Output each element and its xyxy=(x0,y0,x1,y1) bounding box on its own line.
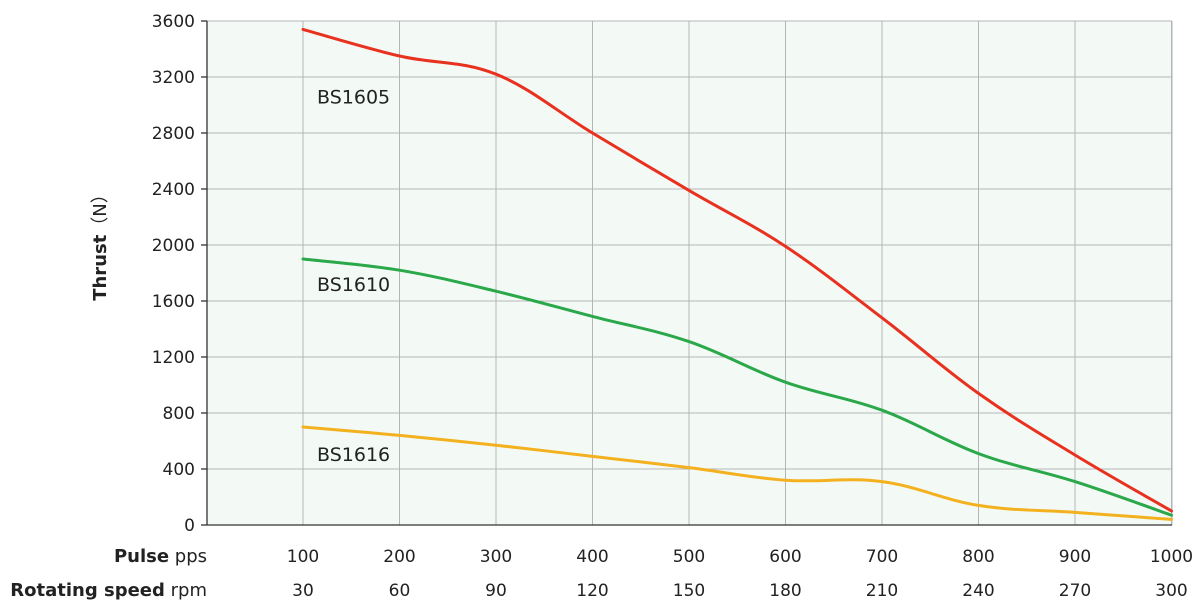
series-label-bs1616: BS1616 xyxy=(317,444,390,466)
pulse-tick-label: 300 xyxy=(480,547,512,567)
pulse-row-title: Pulse pps xyxy=(114,546,207,567)
y-tick-label: 1200 xyxy=(152,348,195,368)
rpm-tick-label: 90 xyxy=(485,581,507,601)
y-tick-label: 3600 xyxy=(152,12,195,32)
rpm-tick-label: 180 xyxy=(769,581,801,601)
rpm-row-title-unit: rpm xyxy=(165,580,207,601)
series-line-bs1616 xyxy=(301,425,1173,521)
series-labels: BS1605 BS1610 BS1616 xyxy=(317,86,390,466)
axes xyxy=(201,20,1172,526)
y-tick-label: 2800 xyxy=(152,124,195,144)
pulse-tick-label: 200 xyxy=(383,547,415,567)
rpm-tick-label: 30 xyxy=(292,581,314,601)
y-tick-label: 800 xyxy=(163,404,195,424)
pulse-tick-label: 500 xyxy=(673,547,705,567)
pulse-tick-label: 100 xyxy=(287,547,319,567)
y-tick-label: 400 xyxy=(163,460,195,480)
rpm-row-title-bold: Rotating speed xyxy=(10,580,165,601)
pulse-tick-label: 600 xyxy=(769,547,801,567)
series-label-bs1605: BS1605 xyxy=(317,86,390,108)
pulse-tick-label: 400 xyxy=(576,547,608,567)
pulse-row-title-bold: Pulse xyxy=(114,546,169,567)
pulse-row-title-unit: pps xyxy=(169,546,207,567)
rpm-tick-label: 150 xyxy=(673,581,705,601)
pulse-tick-label: 700 xyxy=(866,547,898,567)
rpm-tick-label: 270 xyxy=(1059,581,1091,601)
y-tick-labels: 0 400 800 1200 1600 2000 2400 2800 3200 3600 xyxy=(152,12,195,536)
pulse-tick-labels: 100 200 300 400 500 600 700 800 900 1000 xyxy=(287,547,1193,567)
rpm-tick-labels: 30 60 90 120 150 180 210 240 270 300 xyxy=(292,581,1188,601)
pulse-tick-label: 800 xyxy=(962,547,994,567)
rpm-tick-label: 60 xyxy=(389,581,411,601)
y-tick-label: 1600 xyxy=(152,292,195,312)
y-axis-title: Thrust（N） xyxy=(90,185,111,301)
rpm-tick-label: 240 xyxy=(962,581,994,601)
rpm-tick-label: 120 xyxy=(576,581,608,601)
y-tick-label: 3200 xyxy=(152,68,195,88)
series-line-bs1605 xyxy=(301,27,1173,513)
y-tick-label: 2400 xyxy=(152,180,195,200)
y-axis-title-unit: （N） xyxy=(90,185,111,234)
rpm-tick-label: 210 xyxy=(866,581,898,601)
series-lines xyxy=(301,27,1173,521)
rpm-row-title: Rotating speed rpm xyxy=(10,580,207,601)
rpm-tick-label: 300 xyxy=(1155,581,1187,601)
series-line-bs1610 xyxy=(301,257,1173,517)
series-label-bs1610: BS1610 xyxy=(317,274,390,296)
y-tick-label: 2000 xyxy=(152,236,195,256)
y-tick-label: 0 xyxy=(184,516,195,536)
pulse-tick-label: 900 xyxy=(1059,547,1091,567)
pulse-tick-label: 1000 xyxy=(1150,547,1193,567)
grid xyxy=(207,20,1173,526)
y-axis-title-bold: Thrust xyxy=(90,234,111,300)
